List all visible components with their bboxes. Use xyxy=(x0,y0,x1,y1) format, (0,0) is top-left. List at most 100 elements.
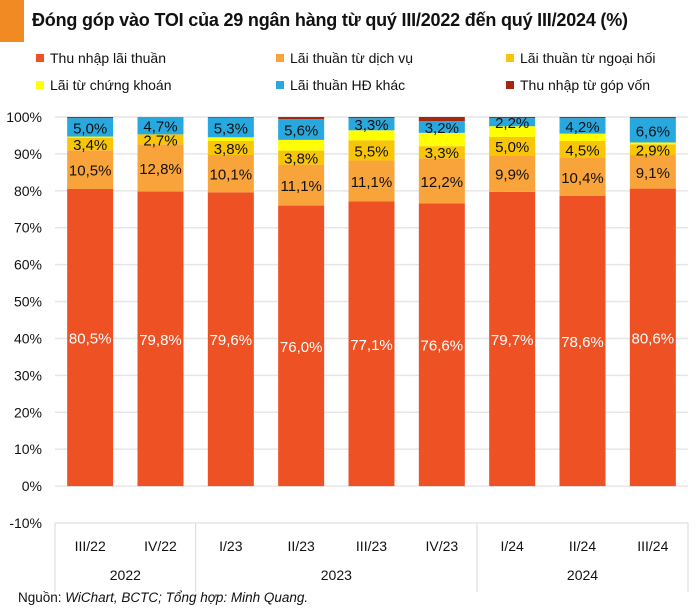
bar-segment xyxy=(559,117,606,119)
data-label: 80,6% xyxy=(632,330,675,347)
y-tick-label: 60% xyxy=(14,257,42,273)
data-label: 11,1% xyxy=(280,178,321,195)
bar-segment xyxy=(489,155,536,192)
data-label: 3,4% xyxy=(73,137,107,154)
bar-segment xyxy=(629,144,676,156)
legend-swatch xyxy=(506,81,514,89)
x-tick-label: I/23 xyxy=(219,538,243,554)
data-label: 5,6% xyxy=(284,123,318,140)
data-label: 2,2% xyxy=(495,115,529,132)
data-label: 3,8% xyxy=(284,151,318,168)
bar-segment xyxy=(207,140,254,156)
y-tick-label: 10% xyxy=(14,441,42,457)
data-label: 5,0% xyxy=(495,139,529,156)
y-tick-label: -10% xyxy=(9,515,42,531)
bar-segment xyxy=(67,136,114,138)
legend-label: Lãi từ chứng khoán xyxy=(50,77,172,93)
bar-segment xyxy=(278,205,325,487)
legend-swatch xyxy=(276,81,284,89)
data-label: 4,2% xyxy=(565,119,599,136)
bar-segment xyxy=(489,118,536,127)
data-label: 6,6% xyxy=(636,123,670,140)
bar-segment xyxy=(207,137,254,141)
bar-segment xyxy=(348,117,395,119)
x-group-label: 2024 xyxy=(567,567,598,583)
x-tick-label: III/22 xyxy=(75,538,106,554)
legend-swatch xyxy=(506,54,514,62)
bar-segment xyxy=(67,118,114,137)
legend-item: Lãi từ chứng khoán xyxy=(36,77,172,93)
data-label: 76,0% xyxy=(280,339,323,356)
bar-segment xyxy=(559,118,606,134)
bar-segment xyxy=(278,150,325,165)
data-label: 77,1% xyxy=(350,337,393,354)
bar-segment xyxy=(629,155,676,189)
bar-segment xyxy=(278,139,325,151)
bar-segment xyxy=(207,117,254,138)
bar-segment xyxy=(348,160,395,202)
x-tick-label: III/24 xyxy=(637,538,668,554)
bar-segment xyxy=(559,133,606,141)
data-label: 11,1% xyxy=(351,174,392,191)
data-label: 12,8% xyxy=(139,161,182,178)
y-tick-label: 90% xyxy=(14,146,42,162)
data-label: 3,2% xyxy=(425,120,459,137)
bar-segment xyxy=(629,188,676,487)
legend-label: Thu nhập lãi thuần xyxy=(50,50,166,66)
legend-label: Thu nhập từ góp vốn xyxy=(520,77,651,93)
data-label: 10,5% xyxy=(69,163,112,180)
data-label: 5,5% xyxy=(354,143,388,160)
y-tick-label: 0% xyxy=(22,478,42,494)
bar-segment xyxy=(489,117,536,119)
legend-item: Lãi thuần HĐ khác xyxy=(276,77,405,93)
bar-segment xyxy=(207,192,254,487)
bar-segment xyxy=(137,191,184,487)
legend-swatch xyxy=(276,54,284,62)
x-group-label: 2022 xyxy=(110,567,141,583)
bar-segment xyxy=(207,117,254,118)
legend-label: Lãi thuần từ dịch vụ xyxy=(290,50,414,66)
data-label: 3,3% xyxy=(425,145,459,162)
data-label: 80,5% xyxy=(69,331,112,348)
bar-segment xyxy=(418,203,465,487)
source-prefix: Nguồn: xyxy=(18,590,66,605)
data-label: 9,1% xyxy=(636,165,670,182)
bar-segment xyxy=(559,140,606,158)
y-tick-label: 40% xyxy=(14,330,42,346)
bar-segment xyxy=(278,117,325,120)
bar-segment xyxy=(629,142,676,145)
data-label: 3,3% xyxy=(354,117,388,134)
x-tick-label: IV/23 xyxy=(425,538,458,554)
x-tick-label: III/23 xyxy=(356,538,387,554)
bar-segment xyxy=(348,140,395,161)
x-group-label: 2023 xyxy=(321,567,352,583)
data-label: 4,7% xyxy=(143,119,177,136)
data-label: 10,4% xyxy=(561,170,604,187)
bar-segment xyxy=(137,117,184,135)
data-label: 2,9% xyxy=(636,143,670,160)
data-label: 79,8% xyxy=(139,332,182,349)
bar-segment xyxy=(348,201,395,487)
data-label: 5,0% xyxy=(73,120,107,137)
x-tick-label: I/24 xyxy=(500,538,524,554)
bar-segment xyxy=(67,188,114,487)
bar-segment xyxy=(489,191,536,487)
legend-item: Thu nhập từ góp vốn xyxy=(506,77,650,93)
y-tick-label: 20% xyxy=(14,404,42,420)
data-label: 79,6% xyxy=(210,332,253,349)
bar-segment xyxy=(489,126,536,137)
x-tick-label: II/24 xyxy=(569,538,596,554)
bar-segment xyxy=(278,164,325,206)
data-label: 2,7% xyxy=(143,132,177,149)
bar-segment xyxy=(207,155,254,193)
x-tick-label: IV/22 xyxy=(144,538,177,554)
title-accent-bar xyxy=(0,0,24,42)
data-label: 3,8% xyxy=(214,141,248,158)
bar-segment xyxy=(629,117,676,119)
legend-item: Lãi thuần từ ngoại hối xyxy=(506,50,655,66)
bar-segment xyxy=(489,136,536,156)
bar-segment xyxy=(67,137,114,151)
y-tick-label: 50% xyxy=(14,294,42,310)
bar-segment xyxy=(137,144,184,192)
data-label: 4,5% xyxy=(565,142,599,159)
